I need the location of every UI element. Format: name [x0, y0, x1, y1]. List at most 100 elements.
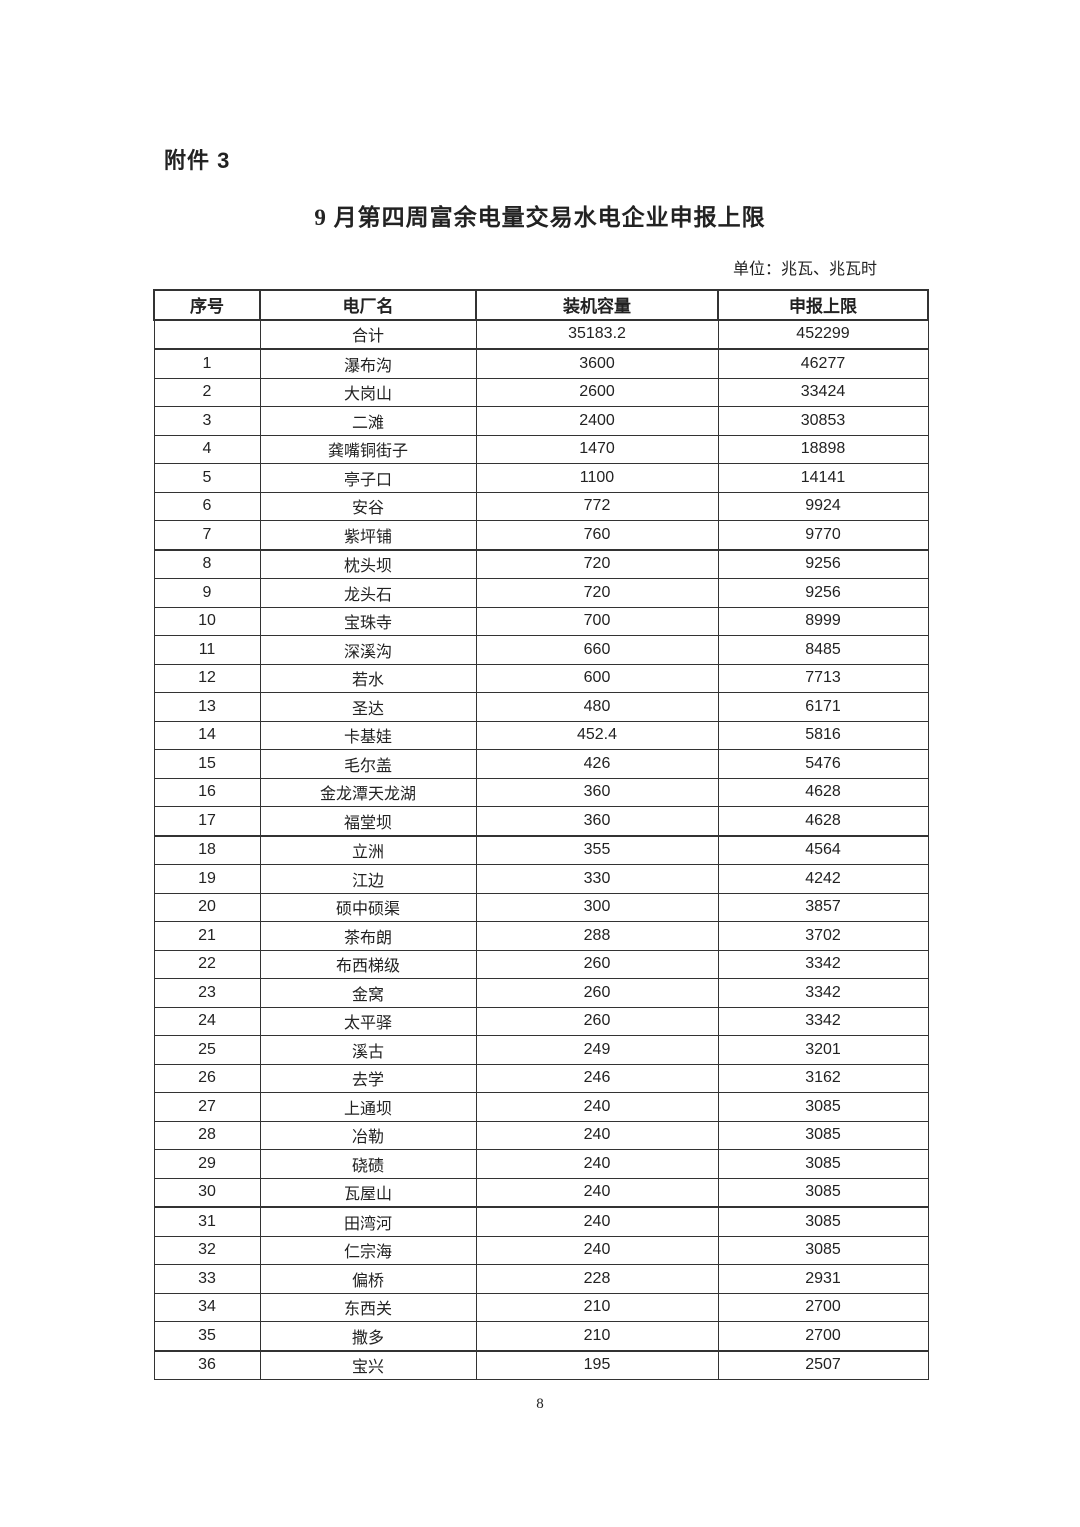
capacity: 210 — [475, 1292, 719, 1322]
plant-name: 福堂坝 — [259, 806, 477, 836]
table-row: 18 立洲 355 4564 — [153, 834, 929, 865]
row-no: 33 — [153, 1264, 261, 1294]
total-limit: 452299 — [717, 319, 929, 350]
capacity: 240 — [475, 1235, 719, 1265]
declared-limit: 33424 — [717, 377, 929, 407]
plant-name: 龙头石 — [259, 578, 477, 608]
capacity: 260 — [475, 1006, 719, 1036]
capacity: 249 — [475, 1035, 719, 1065]
declared-limit: 14141 — [717, 463, 929, 493]
declared-limit: 8485 — [717, 635, 929, 665]
capacity: 300 — [475, 892, 719, 922]
plant-name: 若水 — [259, 663, 477, 693]
declared-limit: 30853 — [717, 406, 929, 436]
table-row: 21 茶布朗 288 3702 — [153, 921, 929, 951]
capacity: 700 — [475, 606, 719, 636]
capacity: 760 — [475, 520, 719, 550]
row-no: 8 — [153, 548, 261, 579]
plant-name: 深溪沟 — [259, 635, 477, 665]
capacity: 452.4 — [475, 720, 719, 750]
table-row: 5 亭子口 1100 14141 — [153, 463, 929, 493]
plant-name: 二滩 — [259, 406, 477, 436]
declared-limit: 3702 — [717, 921, 929, 951]
table-row: 33 偏桥 228 2931 — [153, 1264, 929, 1294]
declared-limit: 3857 — [717, 892, 929, 922]
declared-limit: 7713 — [717, 663, 929, 693]
plant-name: 茶布朗 — [259, 921, 477, 951]
declared-limit: 2931 — [717, 1264, 929, 1294]
plant-name: 田湾河 — [259, 1206, 477, 1237]
row-no: 7 — [153, 520, 261, 550]
row-no: 28 — [153, 1120, 261, 1150]
row-no: 3 — [153, 406, 261, 436]
table-row: 11 深溪沟 660 8485 — [153, 635, 929, 665]
row-no: 15 — [153, 749, 261, 779]
capacity: 330 — [475, 864, 719, 894]
declared-limit: 9924 — [717, 491, 929, 521]
capacity: 426 — [475, 749, 719, 779]
table-row: 6 安谷 772 9924 — [153, 491, 929, 521]
declared-limit: 5476 — [717, 749, 929, 779]
row-no: 11 — [153, 635, 261, 665]
capacity: 240 — [475, 1206, 719, 1237]
capacity: 720 — [475, 578, 719, 608]
table-row: 36 宝兴 195 2507 — [153, 1349, 929, 1380]
table-row: 23 金窝 260 3342 — [153, 978, 929, 1008]
table-row: 17 福堂坝 360 4628 — [153, 806, 929, 836]
table-row: 25 溪古 249 3201 — [153, 1035, 929, 1065]
capacity: 660 — [475, 635, 719, 665]
declared-limit: 6171 — [717, 692, 929, 722]
row-no: 21 — [153, 921, 261, 951]
row-no: 32 — [153, 1235, 261, 1265]
table-row: 13 圣达 480 6171 — [153, 692, 929, 722]
capacity: 240 — [475, 1092, 719, 1122]
plant-name: 溪古 — [259, 1035, 477, 1065]
row-no: 25 — [153, 1035, 261, 1065]
declared-limit: 3085 — [717, 1092, 929, 1122]
total-row: 合计 35183.2 452299 — [153, 319, 929, 350]
capacity: 720 — [475, 548, 719, 579]
row-no: 12 — [153, 663, 261, 693]
row-no: 23 — [153, 978, 261, 1008]
declared-limit: 3085 — [717, 1120, 929, 1150]
row-no: 13 — [153, 692, 261, 722]
plant-name: 安谷 — [259, 491, 477, 521]
declaration-limit-table: 序号 电厂名 装机容量 申报上限 合计 35183.2 452299 1 瀑布沟 3… — [153, 289, 929, 1380]
unit-note: 单位：兆瓦、兆瓦时 — [732, 261, 877, 278]
capacity: 1470 — [475, 434, 719, 464]
table-row: 26 去学 246 3162 — [153, 1063, 929, 1093]
row-no: 4 — [153, 434, 261, 464]
table-row: 9 龙头石 720 9256 — [153, 578, 929, 608]
row-no: 27 — [153, 1092, 261, 1122]
plant-name: 去学 — [259, 1063, 477, 1093]
plant-name: 仁宗海 — [259, 1235, 477, 1265]
capacity: 260 — [475, 949, 719, 979]
capacity: 360 — [475, 806, 719, 836]
row-no: 22 — [153, 949, 261, 979]
plant-name: 金龙潭天龙湖 — [259, 777, 477, 807]
row-no: 1 — [153, 348, 261, 379]
row-no: 6 — [153, 491, 261, 521]
capacity: 210 — [475, 1321, 719, 1351]
declared-limit: 9770 — [717, 520, 929, 550]
declared-limit: 4242 — [717, 864, 929, 894]
declared-limit: 3085 — [717, 1206, 929, 1237]
plant-name: 紫坪铺 — [259, 520, 477, 550]
table-row: 30 瓦屋山 240 3085 — [153, 1177, 929, 1208]
plant-name: 龚嘴铜街子 — [259, 434, 477, 464]
capacity: 772 — [475, 491, 719, 521]
declared-limit: 3085 — [717, 1149, 929, 1179]
total-capacity: 35183.2 — [475, 319, 719, 350]
table-row: 28 冶勒 240 3085 — [153, 1120, 929, 1150]
capacity: 240 — [475, 1149, 719, 1179]
table-row: 20 硕中硕渠 300 3857 — [153, 892, 929, 922]
declared-limit: 3162 — [717, 1063, 929, 1093]
plant-name: 撒多 — [259, 1321, 477, 1351]
plant-name: 圣达 — [259, 692, 477, 722]
plant-name: 东西关 — [259, 1292, 477, 1322]
capacity: 600 — [475, 663, 719, 693]
plant-name: 太平驿 — [259, 1006, 477, 1036]
row-no: 34 — [153, 1292, 261, 1322]
row-no: 9 — [153, 578, 261, 608]
row-no: 29 — [153, 1149, 261, 1179]
